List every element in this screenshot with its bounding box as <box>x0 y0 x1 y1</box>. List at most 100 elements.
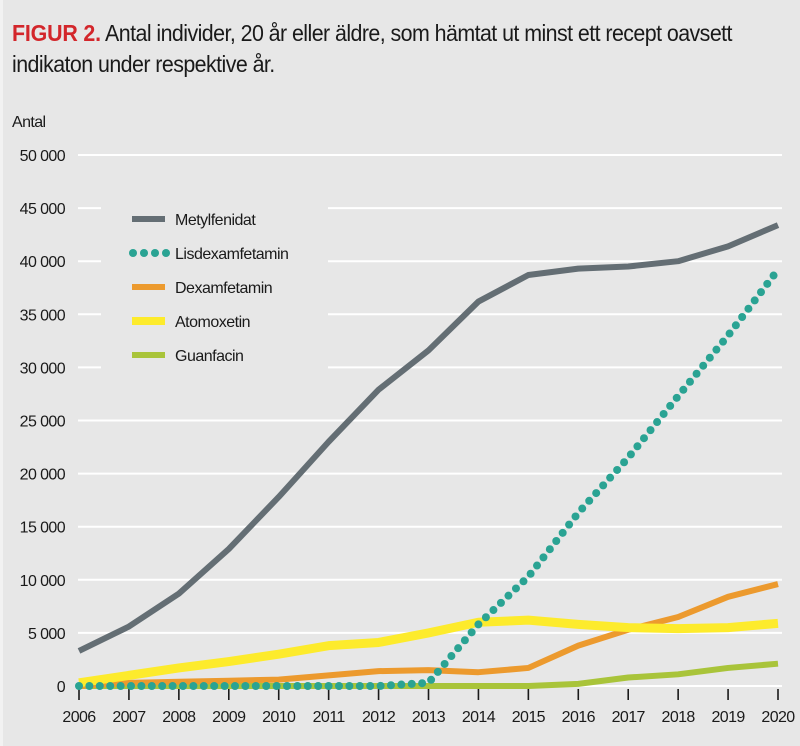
x-tick-label: 2013 <box>412 709 446 726</box>
data-dot <box>750 296 759 305</box>
x-ticks: 2006 2007 2008 2009 2010 2011 2012 2013 2014 2015… <box>62 689 796 726</box>
data-dot <box>467 628 476 637</box>
data-dot <box>75 682 83 690</box>
data-dot <box>606 473 615 482</box>
data-dot <box>440 659 449 668</box>
legend-swatch-dot <box>162 249 170 257</box>
data-dot <box>719 337 728 346</box>
data-dot <box>526 569 535 578</box>
data-dot <box>158 682 167 690</box>
x-tick-label: 2015 <box>512 709 546 726</box>
data-dot <box>659 409 668 418</box>
data-dot <box>231 682 239 690</box>
data-dot <box>366 682 375 690</box>
data-dot <box>106 682 115 690</box>
series-line-metylfenidat <box>77 222 780 654</box>
data-dot <box>620 458 629 467</box>
data-dot <box>633 442 642 451</box>
series-line-dexamfetamin <box>78 581 779 689</box>
x-tick-label: 2012 <box>362 709 396 726</box>
y-tick-label: 45 000 <box>20 201 66 218</box>
x-tick-label: 2017 <box>612 709 646 726</box>
data-dot <box>653 418 662 427</box>
x-tick-label: 2014 <box>462 709 496 726</box>
data-dot <box>293 682 302 690</box>
y-tick-label: 10 000 <box>20 573 66 590</box>
data-dot <box>756 288 765 297</box>
data-dot <box>744 304 753 313</box>
data-dot <box>705 353 714 362</box>
data-dot <box>376 681 385 690</box>
data-dot <box>220 682 229 690</box>
left-edge <box>0 0 3 746</box>
data-dot <box>283 682 291 690</box>
data-dot <box>725 329 734 338</box>
data-dot <box>552 537 561 546</box>
data-dot <box>262 682 271 690</box>
series-line-atomoxetin <box>78 615 779 688</box>
data-dot <box>738 312 747 321</box>
series-lines <box>75 222 780 690</box>
data-dot <box>241 682 250 690</box>
data-dot <box>496 598 505 607</box>
data-dot <box>397 680 406 689</box>
data-dot <box>481 613 490 622</box>
data-dot <box>666 401 675 410</box>
data-dot <box>533 561 542 570</box>
data-dot <box>210 682 219 690</box>
data-dot <box>599 481 608 490</box>
x-tick-label: 2009 <box>212 709 246 726</box>
data-dot <box>179 682 187 690</box>
data-dot <box>585 496 594 505</box>
gridlines <box>78 154 782 687</box>
data-dot <box>460 636 469 645</box>
data-dot <box>447 652 456 661</box>
data-dot <box>137 682 146 690</box>
data-dot <box>592 489 601 498</box>
data-dot <box>418 679 427 688</box>
data-dot <box>571 512 580 521</box>
x-tick-label: 2019 <box>711 709 745 726</box>
data-dot <box>272 682 281 690</box>
data-dot <box>712 345 721 354</box>
y-tick-label: 30 000 <box>20 360 66 377</box>
legend-label: Metylfenidat <box>175 212 256 229</box>
figure-title: FIGUR 2. Antal individer, 20 år eller äl… <box>12 18 737 80</box>
legend-swatch-dot <box>151 249 159 257</box>
legend: Metylfenidat Lisdexamfetamin Dexamfetamin A… <box>129 212 289 365</box>
data-dot <box>168 682 177 690</box>
legend-label: Guanfacin <box>175 348 243 365</box>
data-dot <box>386 681 395 690</box>
x-tick-label: 2007 <box>112 709 146 726</box>
data-dot <box>427 675 436 684</box>
data-dot <box>474 620 483 629</box>
figure-caption: Antal individer, 20 år eller äldre, som … <box>12 20 732 77</box>
data-dot <box>407 679 416 688</box>
data-dot <box>95 682 104 690</box>
y-tick-label: 35 000 <box>20 307 66 324</box>
y-tick-labels: 0 5 000 10 000 15 000 20 000 25 000 30 000 35 0… <box>20 148 67 696</box>
data-dot <box>433 667 442 676</box>
y-tick-label: 40 000 <box>20 254 66 271</box>
x-tick-label: 2020 <box>761 709 795 726</box>
x-tick-label: 2010 <box>262 709 296 726</box>
data-dot <box>511 584 520 593</box>
data-dot <box>345 682 354 690</box>
data-dot <box>127 682 135 690</box>
data-dot <box>558 528 567 537</box>
data-dot <box>85 682 94 690</box>
y-tick-label: 0 <box>57 679 66 696</box>
data-dot <box>769 271 778 280</box>
data-dot <box>545 545 554 554</box>
data-dot <box>646 426 655 435</box>
legend-label: Atomoxetin <box>175 314 250 331</box>
data-dot <box>679 385 688 394</box>
data-dot <box>672 393 681 402</box>
y-tick-label: 15 000 <box>20 520 66 537</box>
data-dot <box>116 682 125 690</box>
data-dot <box>504 591 513 600</box>
data-dot <box>314 682 323 690</box>
data-dot <box>565 520 574 529</box>
data-dot <box>699 361 708 370</box>
data-dot <box>731 321 740 330</box>
